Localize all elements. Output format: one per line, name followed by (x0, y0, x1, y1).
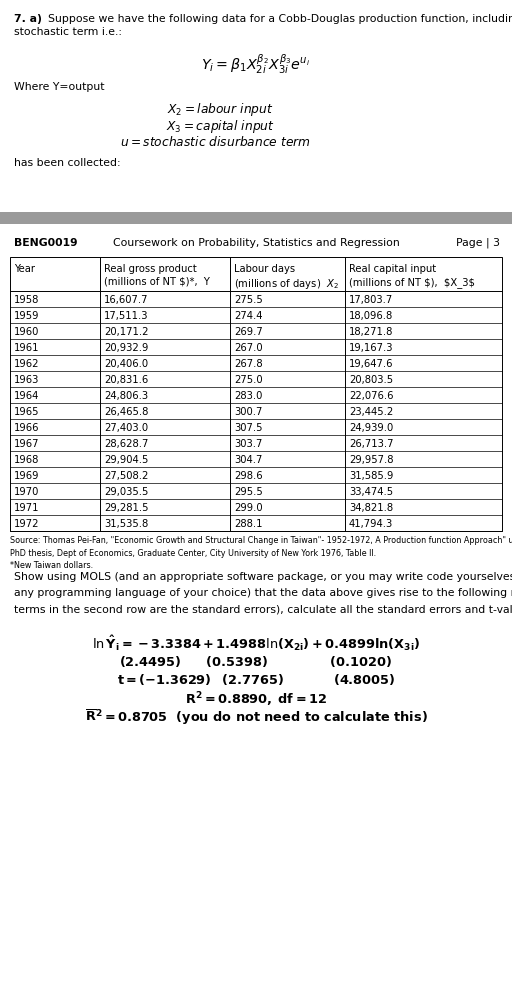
Text: 27,403.0: 27,403.0 (104, 423, 148, 433)
Text: 300.7: 300.7 (234, 407, 262, 417)
Text: $\mathbf{(2.4495)\quad\quad (0.5398)\quad\quad\quad\quad\quad (0.1020)}$: $\mathbf{(2.4495)\quad\quad (0.5398)\qua… (119, 654, 393, 669)
Text: 1969: 1969 (14, 471, 39, 481)
Text: 1964: 1964 (14, 391, 39, 401)
Text: 31,585.9: 31,585.9 (349, 471, 393, 481)
Text: 1962: 1962 (14, 359, 39, 369)
Text: $X_2 = \mathit{labour\ input}$: $X_2 = \mathit{labour\ input}$ (167, 101, 273, 118)
Text: Year: Year (14, 264, 35, 274)
Text: (millions of NT $)*,  Y: (millions of NT $)*, Y (104, 277, 210, 287)
Text: 20,803.5: 20,803.5 (349, 375, 393, 385)
Text: $Y_i = \beta_1 X_{2i}^{\beta_2} X_{3i}^{\beta_3} e^{u_i}$: $Y_i = \beta_1 X_{2i}^{\beta_2} X_{3i}^{… (201, 52, 311, 76)
Text: 29,281.5: 29,281.5 (104, 503, 148, 513)
Text: 24,806.3: 24,806.3 (104, 391, 148, 401)
Text: $\mathbf{t = (-1.3629)\;\;\; (2.7765)\quad\quad\quad\quad (4.8005)}$: $\mathbf{t = (-1.3629)\;\;\; (2.7765)\qu… (117, 672, 395, 687)
Text: 275.0: 275.0 (234, 375, 263, 385)
Text: 1967: 1967 (14, 439, 39, 449)
Text: Real capital input: Real capital input (349, 264, 436, 274)
Text: 303.7: 303.7 (234, 439, 262, 449)
Text: 7. a): 7. a) (14, 14, 42, 24)
Text: 19,647.6: 19,647.6 (349, 359, 394, 369)
Text: 24,939.0: 24,939.0 (349, 423, 393, 433)
Text: 267.8: 267.8 (234, 359, 263, 369)
Text: 26,465.8: 26,465.8 (104, 407, 148, 417)
Text: 1961: 1961 (14, 343, 39, 353)
Text: 20,406.0: 20,406.0 (104, 359, 148, 369)
Text: Coursework on Probability, Statistics and Regression: Coursework on Probability, Statistics an… (113, 238, 399, 248)
Text: 1970: 1970 (14, 487, 39, 497)
Text: 304.7: 304.7 (234, 455, 262, 465)
Text: 22,076.6: 22,076.6 (349, 391, 394, 401)
Text: $u = \mathit{stochastic\ disurbance\ term}$: $u = \mathit{stochastic\ disurbance\ ter… (119, 135, 310, 149)
Text: 17,803.7: 17,803.7 (349, 295, 393, 305)
Text: 274.4: 274.4 (234, 311, 263, 321)
Text: 307.5: 307.5 (234, 423, 263, 433)
Text: 20,932.9: 20,932.9 (104, 343, 148, 353)
Text: (millions of NT $),  $X_3$: (millions of NT $), $X_3$ (349, 277, 475, 288)
Text: BENG0019: BENG0019 (14, 238, 78, 248)
Text: 288.1: 288.1 (234, 519, 263, 529)
Text: 1960: 1960 (14, 327, 39, 337)
Text: Page | 3: Page | 3 (456, 238, 500, 249)
Text: Show using MOLS (and an appropriate software package, or you may write code your: Show using MOLS (and an appropriate soft… (14, 572, 512, 614)
Text: 17,511.3: 17,511.3 (104, 311, 148, 321)
Text: 1963: 1963 (14, 375, 39, 385)
Text: 26,713.7: 26,713.7 (349, 439, 394, 449)
Text: 295.5: 295.5 (234, 487, 263, 497)
Text: $X_3 = \mathit{capital\ input}$: $X_3 = \mathit{capital\ input}$ (165, 118, 274, 135)
Text: 29,904.5: 29,904.5 (104, 455, 148, 465)
Text: 28,628.7: 28,628.7 (104, 439, 148, 449)
Text: 298.6: 298.6 (234, 471, 263, 481)
Text: 20,171.2: 20,171.2 (104, 327, 148, 337)
Text: 267.0: 267.0 (234, 343, 263, 353)
Text: 31,535.8: 31,535.8 (104, 519, 148, 529)
Text: $\mathbf{\ln\hat{Y}_i = -3.3384 + 1.4988\ln(X_{2i}) + 0.4899\mathbf{ln}(X_{3i})}: $\mathbf{\ln\hat{Y}_i = -3.3384 + 1.4988… (92, 634, 420, 653)
Text: 1958: 1958 (14, 295, 39, 305)
Text: 34,821.8: 34,821.8 (349, 503, 393, 513)
Bar (10, 257, 502, 531)
Text: $\mathbf{R^2 = 0.8890,\; df = 12}$: $\mathbf{R^2 = 0.8890,\; df = 12}$ (185, 690, 327, 709)
Text: 29,957.8: 29,957.8 (349, 455, 394, 465)
Text: (millions of days)  $X_2$: (millions of days) $X_2$ (234, 277, 339, 291)
Text: Suppose we have the following data for a Cobb-Douglas production function, inclu: Suppose we have the following data for a… (48, 14, 512, 24)
Text: 1965: 1965 (14, 407, 39, 417)
Text: 1972: 1972 (14, 519, 39, 529)
Text: Source: Thomas Pei-Fan, "Economic Growth and Structural Change in Taiwan"- 1952-: Source: Thomas Pei-Fan, "Economic Growth… (10, 536, 512, 570)
Text: has been collected:: has been collected: (14, 158, 121, 168)
Text: 16,607.7: 16,607.7 (104, 295, 148, 305)
Text: 299.0: 299.0 (234, 503, 263, 513)
Text: 20,831.6: 20,831.6 (104, 375, 148, 385)
Text: 1959: 1959 (14, 311, 39, 321)
Text: Labour days: Labour days (234, 264, 295, 274)
Text: 27,508.2: 27,508.2 (104, 471, 148, 481)
Text: 1971: 1971 (14, 503, 39, 513)
Text: Real gross product: Real gross product (104, 264, 197, 274)
Text: 1966: 1966 (14, 423, 39, 433)
Text: 1968: 1968 (14, 455, 39, 465)
Text: 41,794.3: 41,794.3 (349, 519, 393, 529)
Text: 18,271.8: 18,271.8 (349, 327, 393, 337)
Text: 23,445.2: 23,445.2 (349, 407, 393, 417)
Text: stochastic term i.e.:: stochastic term i.e.: (14, 27, 122, 37)
Text: 269.7: 269.7 (234, 327, 263, 337)
Bar (0, 212, 512, 224)
Text: 18,096.8: 18,096.8 (349, 311, 393, 321)
Text: 29,035.5: 29,035.5 (104, 487, 148, 497)
Text: 283.0: 283.0 (234, 391, 262, 401)
Text: 275.5: 275.5 (234, 295, 263, 305)
Text: 33,474.5: 33,474.5 (349, 487, 393, 497)
Text: 19,167.3: 19,167.3 (349, 343, 394, 353)
Text: Where Y=output: Where Y=output (14, 82, 104, 92)
Text: $\mathbf{\overline{R}^2 = 0.8705}$  (you do not need to calculate this): $\mathbf{\overline{R}^2 = 0.8705}$ (you … (84, 708, 428, 727)
